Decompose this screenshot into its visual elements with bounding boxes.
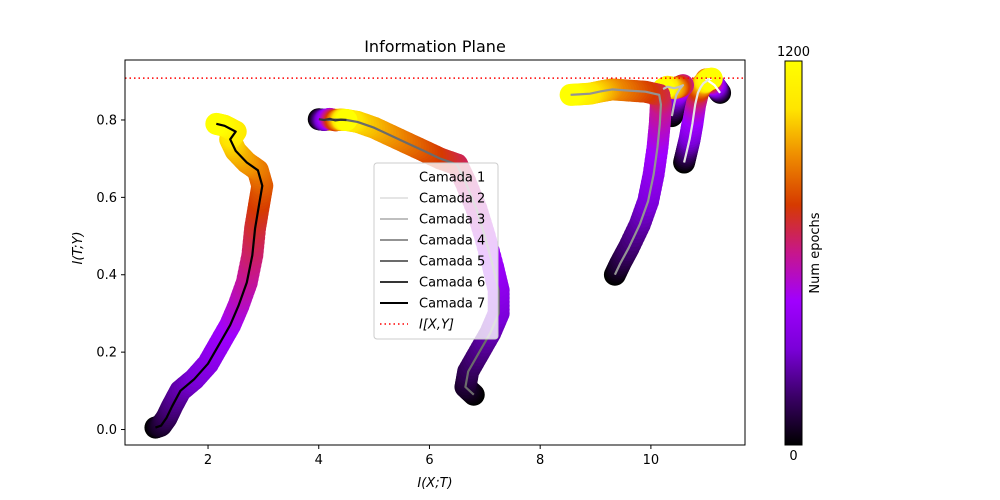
legend-label: Camada 1	[419, 171, 485, 186]
plot-frame	[124, 59, 746, 446]
colorbar-max-label: 1200	[777, 45, 810, 60]
legend-label: Camada 3	[419, 213, 485, 228]
legend-entry: Camada 4	[380, 234, 485, 249]
legend-entry: Camada 2	[380, 192, 485, 207]
line-camada-6	[318, 117, 347, 122]
line-camada-3	[662, 84, 685, 117]
trail-camada-7	[144, 112, 274, 439]
colorbar-gradient	[784, 60, 803, 446]
line-camada-4	[570, 88, 662, 276]
legend-entry: I[X,Y]	[380, 318, 454, 333]
x-tick-label: 2	[204, 453, 212, 468]
colorbar-label: Num epochs	[808, 212, 823, 293]
x-tick-label: 4	[315, 453, 323, 468]
legend-label: Camada 4	[419, 234, 485, 249]
y-axis: 0.0 0.2 0.4 0.6 0.8	[96, 113, 125, 438]
plot-area	[124, 59, 746, 446]
x-tick-label: 8	[536, 453, 544, 468]
legend-entry: Camada 3	[380, 213, 485, 228]
line-camada-2	[683, 78, 710, 163]
legend-label: Camada 6	[419, 276, 485, 291]
legend-entry: Camada 5	[380, 255, 485, 270]
legend-entry: Camada 7	[380, 297, 485, 312]
legend-entry: Camada 6	[380, 276, 485, 291]
y-axis-label: I(T;Y)	[71, 231, 86, 264]
legend: Camada 1 Camada 2 Camada 3 Camada 4 Camada 5…	[373, 162, 499, 340]
legend-label: I[X,Y]	[419, 318, 454, 333]
trail-camada-4	[559, 78, 672, 286]
colorbar: 1200 0 Num epochs	[777, 45, 823, 464]
line-camada-7	[155, 122, 264, 429]
legend-box	[373, 162, 499, 340]
y-tick-label: 0.8	[96, 113, 117, 128]
x-tick-label: 6	[425, 453, 433, 468]
x-tick-label: 10	[643, 453, 660, 468]
legend-label: Camada 7	[419, 297, 485, 312]
y-tick-label: 0.4	[96, 268, 117, 283]
legend-entry: Camada 1	[380, 171, 485, 186]
legend-items: Camada 1 Camada 2 Camada 3 Camada 4 Camada 5…	[380, 171, 485, 333]
chart-title: Information Plane	[364, 37, 506, 56]
legend-label: Camada 5	[419, 255, 485, 270]
x-axis: 2 4 6 8 10	[204, 445, 659, 468]
legend-label: Camada 2	[419, 192, 485, 207]
x-axis-label: I(X;T)	[417, 476, 452, 491]
colorbar-min-label: 0	[789, 449, 797, 464]
y-tick-label: 0.2	[96, 346, 117, 361]
y-tick-label: 0.0	[96, 423, 117, 438]
y-tick-label: 0.6	[96, 191, 117, 206]
